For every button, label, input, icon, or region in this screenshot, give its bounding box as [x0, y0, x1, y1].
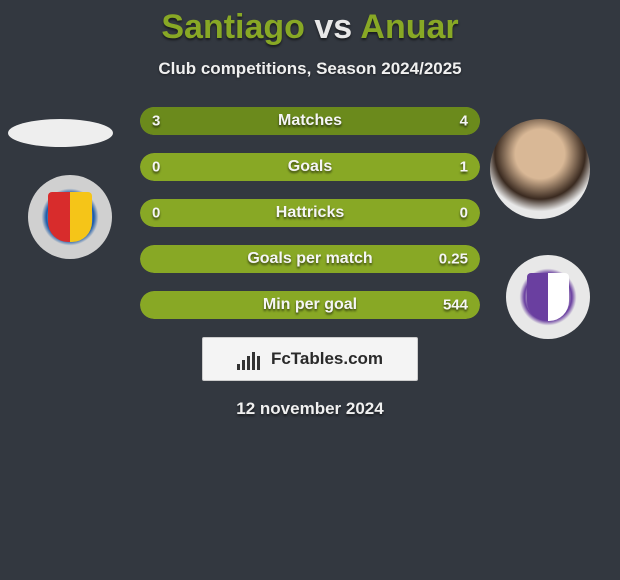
- stat-value-right: 0.25: [439, 251, 468, 268]
- subtitle: Club competitions, Season 2024/2025: [0, 59, 620, 79]
- stat-value-right: 4: [460, 113, 468, 130]
- logo-text: FcTables.com: [271, 349, 383, 369]
- stat-label: Min per goal: [263, 296, 357, 314]
- stat-row: 3 4 Matches: [140, 107, 480, 135]
- stat-row: 0 1 Goals: [140, 153, 480, 181]
- player2-club-crest: [506, 255, 590, 339]
- player1-name: Santiago: [161, 8, 305, 46]
- player1-club-crest: [28, 175, 112, 259]
- logo-box: FcTables.com: [202, 337, 418, 381]
- stat-label: Goals: [288, 158, 332, 176]
- stat-label: Hattricks: [276, 204, 344, 222]
- main-area: 3 4 Matches 0 1 Goals 0 0 Hattricks 0.25 Goals per…: [0, 107, 620, 419]
- stat-value-left: 0: [152, 205, 160, 222]
- comparison-card: Santiago vs Anuar Club competitions, Sea…: [0, 0, 620, 419]
- stat-value-right: 0: [460, 205, 468, 222]
- stat-row: 0 0 Hattricks: [140, 199, 480, 227]
- player2-name: Anuar: [360, 8, 458, 46]
- page-title: Santiago vs Anuar: [0, 8, 620, 47]
- stat-value-left: 3: [152, 113, 160, 130]
- footer-date: 12 november 2024: [0, 399, 620, 419]
- stat-label: Matches: [278, 112, 342, 130]
- stat-row: 0.25 Goals per match: [140, 245, 480, 273]
- logo-chart-icon: [237, 348, 265, 370]
- vs-text: vs: [314, 8, 352, 46]
- stat-value-right: 544: [443, 297, 468, 314]
- stat-bars: 3 4 Matches 0 1 Goals 0 0 Hattricks 0.25 Goals per…: [140, 107, 480, 319]
- player2-avatar: [490, 119, 590, 219]
- player1-avatar: [8, 119, 113, 147]
- stat-row: 544 Min per goal: [140, 291, 480, 319]
- stat-value-right: 1: [460, 159, 468, 176]
- stat-value-left: 0: [152, 159, 160, 176]
- bar-fill-left: [140, 107, 276, 135]
- stat-label: Goals per match: [247, 250, 372, 268]
